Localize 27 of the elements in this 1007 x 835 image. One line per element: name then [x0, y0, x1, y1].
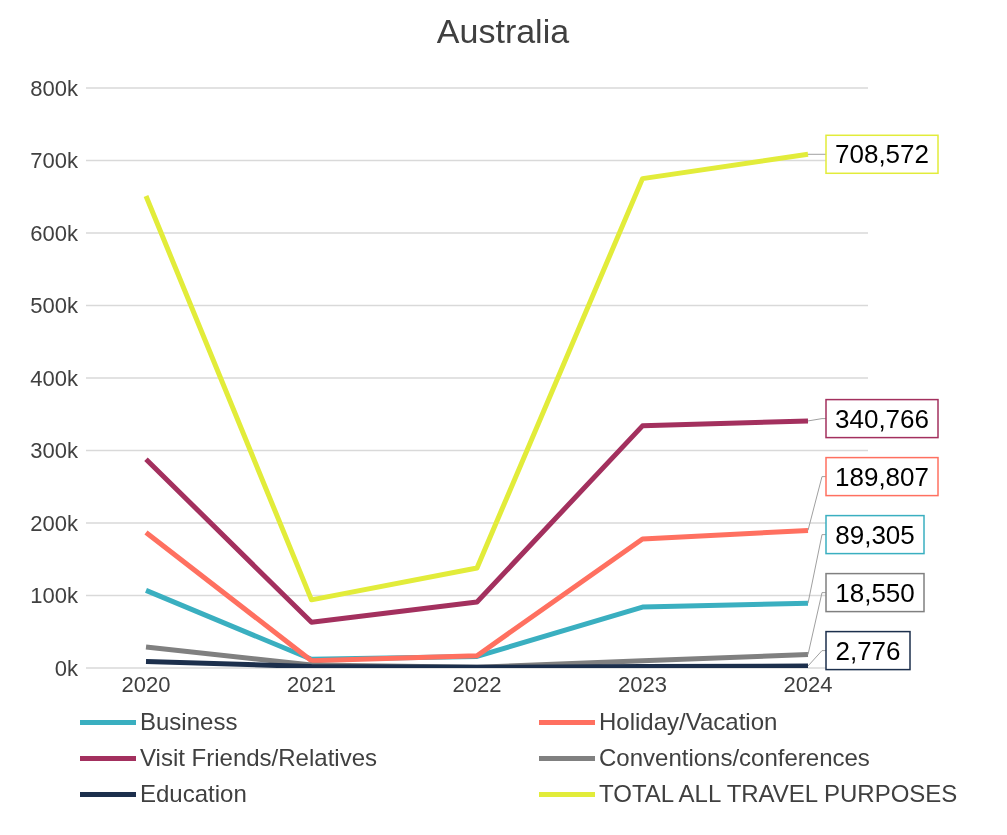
x-tick-label: 2021	[287, 671, 336, 697]
x-tick-label: 2023	[618, 671, 667, 697]
y-tick-label: 700k	[30, 148, 79, 174]
y-tick-label: 600k	[30, 220, 79, 246]
data-label: 189,807	[835, 461, 929, 492]
legend-label: Conventions/conferences	[598, 744, 871, 772]
y-tick-label: 0k	[54, 655, 79, 681]
legend-label: Holiday/Vacation	[598, 708, 779, 736]
x-tick-label: 2024	[783, 671, 833, 697]
data-label: 708,572	[835, 139, 929, 170]
data-label: 18,550	[835, 577, 915, 608]
y-tick-label: 200k	[30, 510, 79, 536]
legend-label: Education	[139, 780, 248, 808]
legend-label: TOTAL ALL TRAVEL PURPOSES	[598, 780, 959, 808]
y-tick-label: 100k	[30, 583, 79, 609]
data-label: 89,305	[835, 519, 915, 550]
y-tick-label: 800k	[30, 75, 79, 101]
y-tick-label: 400k	[30, 365, 79, 391]
data-label: 340,766	[835, 403, 929, 434]
y-tick-label: 500k	[30, 293, 79, 319]
x-tick-label: 2020	[121, 671, 171, 697]
chart-title: Australia	[435, 12, 571, 51]
x-tick-label: 2022	[452, 671, 502, 697]
legend-label: Visit Friends/Relatives	[139, 744, 378, 772]
legend-label: Business	[139, 708, 239, 736]
y-tick-label: 300k	[30, 438, 79, 464]
data-label: 2,776	[835, 635, 901, 666]
